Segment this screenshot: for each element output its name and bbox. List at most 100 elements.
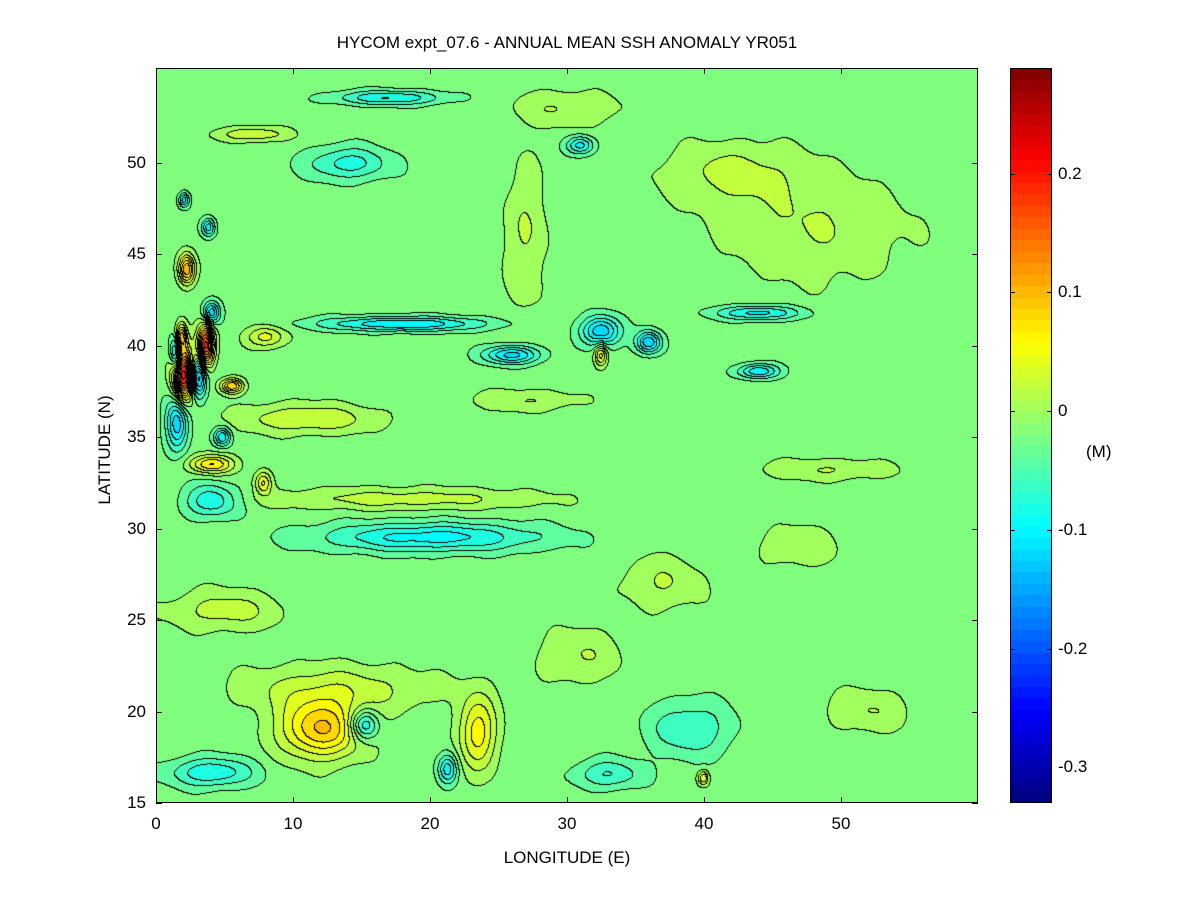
contour-field	[157, 69, 977, 802]
y-tick-label: 45	[127, 244, 146, 264]
positive-anomaly	[472, 391, 582, 413]
x-tick-label: 0	[151, 814, 161, 833]
positive-anomaly	[280, 702, 362, 761]
x-tick-label: 20	[420, 814, 440, 833]
colorbar-tick	[1010, 767, 1015, 769]
colorbar-tick	[1010, 292, 1015, 294]
y-tick-label: 40	[127, 335, 146, 355]
x-tick	[704, 68, 705, 74]
negative-anomaly	[739, 365, 780, 380]
y-tick-label: 20	[127, 701, 146, 721]
positive-anomaly	[719, 173, 911, 283]
negative-anomaly	[352, 713, 379, 742]
colorbar-tick-label: -0.3	[1058, 757, 1088, 777]
y-tick-label: 15	[127, 793, 146, 812]
colorbar-tick	[1047, 648, 1052, 650]
y-tick	[156, 528, 162, 530]
y-tick	[156, 437, 162, 439]
negative-anomaly	[171, 760, 253, 789]
y-tick	[972, 711, 978, 713]
negative-anomaly	[171, 338, 182, 371]
negative-anomaly	[650, 703, 732, 758]
colorbar	[1010, 68, 1052, 803]
colorbar-tick	[1047, 292, 1052, 294]
negative-anomaly	[179, 193, 190, 208]
positive-anomaly	[596, 345, 608, 367]
plot-area	[156, 68, 978, 803]
colorbar-tick-label: 0.2	[1058, 163, 1082, 183]
chart-title: HYCOM expt_07.6 - ANNUAL MEAN SSH ANOMAL…	[336, 33, 798, 52]
positive-anomaly	[247, 327, 285, 349]
positive-anomaly	[198, 327, 214, 367]
colorbar-tick	[1047, 173, 1052, 175]
x-tick-label: 40	[694, 814, 714, 833]
positive-anomaly	[239, 405, 376, 434]
positive-anomaly	[173, 351, 195, 402]
colorbar-tick	[1010, 411, 1015, 413]
colorbar-tick-label: 0	[1058, 401, 1068, 421]
positive-anomaly	[505, 164, 549, 310]
colorbar-tick	[1010, 173, 1015, 175]
negative-anomaly	[321, 524, 540, 553]
y-tick-label: 30	[127, 518, 146, 538]
x-tick	[293, 68, 294, 74]
x-tick	[841, 797, 842, 803]
feature-layer	[157, 69, 977, 802]
y-tick	[972, 163, 978, 165]
y-tick	[156, 711, 162, 713]
x-tick-label: 50	[831, 814, 851, 833]
positive-anomaly	[179, 255, 195, 284]
x-tick	[156, 68, 157, 74]
colorbar-tick	[1047, 767, 1052, 769]
colorbar-tick-label: 0.1	[1058, 282, 1082, 302]
colorbar-tick	[1047, 529, 1052, 531]
negative-anomaly	[335, 91, 445, 106]
y-tick	[972, 528, 978, 530]
colorbar-tick	[1010, 529, 1015, 531]
positive-anomaly	[541, 630, 623, 685]
positive-anomaly	[239, 667, 431, 715]
negative-anomaly	[321, 318, 485, 333]
negative-anomaly	[719, 307, 801, 322]
negative-anomaly	[215, 429, 231, 447]
positive-anomaly	[219, 128, 288, 143]
x-tick	[293, 797, 294, 803]
x-tick	[156, 797, 157, 803]
y-tick	[972, 437, 978, 439]
x-tick-label: 10	[283, 814, 303, 833]
negative-anomaly	[583, 318, 621, 347]
negative-anomaly	[638, 332, 663, 354]
positive-anomaly	[664, 144, 801, 203]
colorbar-tick-label: -0.1	[1058, 519, 1088, 539]
negative-anomaly	[202, 219, 216, 237]
x-tick	[841, 68, 842, 74]
negative-anomaly	[439, 756, 458, 785]
positive-anomaly	[828, 691, 910, 735]
x-tick-label: 30	[557, 814, 577, 833]
positive-anomaly	[221, 380, 243, 395]
x-axis-label: LONGITUDE (E)	[503, 848, 631, 867]
positive-anomaly	[623, 557, 705, 612]
colorbar-tick	[1047, 411, 1052, 413]
positive-anomaly	[460, 698, 498, 771]
positive-anomaly	[513, 91, 623, 128]
negative-anomaly	[486, 347, 541, 365]
colorbar-tick-label: -0.2	[1058, 638, 1088, 658]
positive-anomaly	[190, 457, 234, 475]
x-tick	[430, 797, 431, 803]
negative-anomaly	[575, 762, 644, 791]
positive-anomaly	[267, 490, 541, 512]
y-tick	[156, 620, 162, 622]
y-axis-label: LATITUDE (N)	[95, 395, 114, 505]
positive-anomaly	[700, 773, 711, 788]
negative-anomaly	[204, 303, 220, 325]
positive-anomaly	[176, 325, 187, 351]
x-tick	[567, 797, 568, 803]
y-tick	[972, 620, 978, 622]
y-tick	[972, 254, 978, 256]
negative-anomaly	[568, 137, 595, 155]
positive-anomaly	[256, 473, 272, 495]
colorbar-gradient	[1011, 69, 1051, 802]
negative-anomaly	[308, 148, 390, 181]
